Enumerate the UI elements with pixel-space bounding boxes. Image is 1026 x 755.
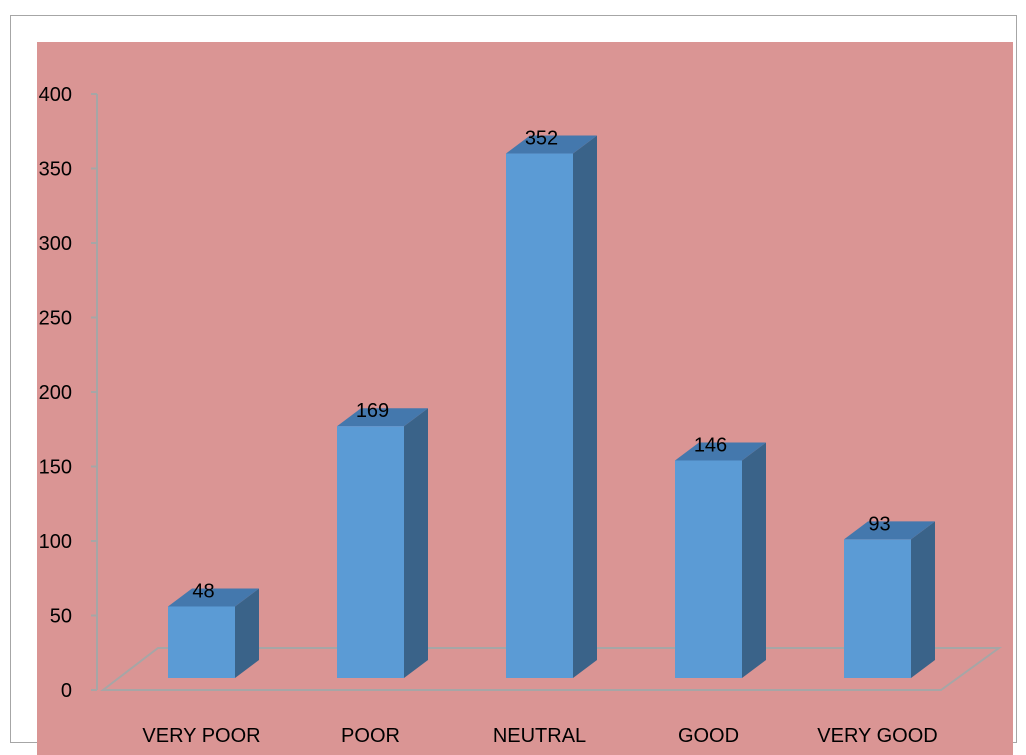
bar [506, 135, 597, 678]
y-tick-label: 0 [61, 680, 72, 702]
x-category-label: NEUTRAL [493, 725, 586, 747]
data-label: 146 [694, 434, 727, 456]
x-axis-categories: VERY POOR POOR NEUTRAL GOOD VERY GOOD [142, 725, 937, 747]
bar-top-face [844, 521, 935, 540]
y-tick-label: 100 [39, 531, 72, 553]
bar [168, 588, 259, 678]
chart-floor-outline [100, 647, 1003, 691]
y-tick-label: 250 [39, 308, 72, 330]
x-category-label: GOOD [678, 725, 739, 747]
x-category-label: VERY POOR [142, 725, 260, 747]
bar-top-face [506, 135, 597, 154]
y-tick-label: 200 [39, 382, 72, 404]
data-label: 93 [868, 513, 890, 535]
bar-front-face [844, 539, 911, 678]
data-labels: 48 169 352 146 93 [192, 128, 890, 603]
bar-side-face [235, 588, 259, 678]
bar-front-face [337, 426, 404, 678]
bar-side-face [573, 135, 597, 678]
y-tick-label: 150 [39, 457, 72, 479]
bar-top-face [337, 408, 428, 427]
bar [337, 408, 428, 678]
data-label: 48 [192, 580, 214, 602]
bar-front-face [675, 460, 742, 678]
y-axis-ticks: 0 50 100 150 200 250 300 350 400 [39, 84, 97, 702]
data-label: 169 [356, 400, 389, 422]
chart-floor [100, 647, 1003, 691]
bar-front-face [506, 153, 573, 678]
y-tick-label: 300 [39, 233, 72, 255]
bar [844, 521, 935, 678]
x-category-label: POOR [341, 725, 400, 747]
y-tick-label: 400 [39, 84, 72, 106]
bar-front-face [168, 606, 235, 678]
bar-side-face [404, 408, 428, 678]
data-label: 352 [525, 128, 558, 150]
bars [168, 135, 935, 678]
bar-side-face [911, 521, 935, 678]
bar-side-face [742, 442, 766, 678]
bar-top-face [675, 442, 766, 461]
x-category-label: VERY GOOD [817, 725, 937, 747]
y-tick-label: 350 [39, 159, 72, 181]
y-tick-label: 50 [50, 606, 72, 628]
bar [675, 442, 766, 678]
bar-top-face [168, 588, 259, 607]
